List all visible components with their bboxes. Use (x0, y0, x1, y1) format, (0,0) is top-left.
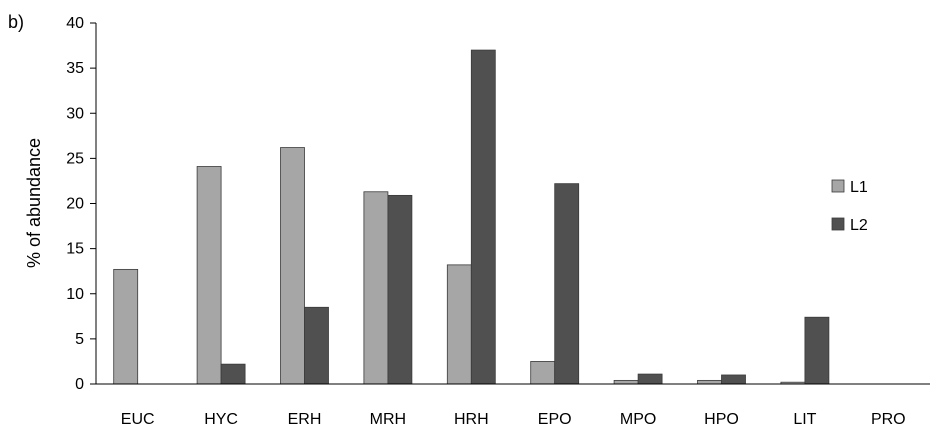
bar-l1-hyc (196, 166, 222, 385)
legend-swatch-l1 (831, 179, 845, 193)
x-tick-label: MRH (370, 411, 406, 428)
x-tick-label: EPO (538, 411, 572, 428)
bar-l2-hyc (220, 363, 246, 385)
y-tick-label: 10 (66, 286, 84, 303)
y-tick-label: 20 (66, 196, 84, 213)
x-tick-label: MPO (620, 411, 656, 428)
bar-l1-euc (113, 268, 139, 385)
legend-swatch-l2 (831, 217, 845, 231)
x-axis-categories: EUC HYC ERH MRH HRH EPO MPO HPO LIT PRO (121, 411, 906, 428)
bar-l2-erh (304, 306, 329, 385)
y-tick-label: 15 (66, 241, 84, 258)
legend: L1 L2 (831, 179, 868, 234)
bar-l1-mpo (613, 379, 639, 385)
panel-label: b) (8, 12, 24, 32)
bar-l1-erh (280, 147, 305, 385)
legend-label-l2: L2 (850, 217, 868, 234)
y-tick-label: 40 (66, 15, 84, 32)
x-tick-label: HPO (704, 411, 739, 428)
x-tick-label: ERH (288, 411, 322, 428)
x-tick-label: HRH (454, 411, 489, 428)
bar-l1-epo (530, 361, 556, 385)
bar-l2-lit (804, 316, 830, 385)
legend-label-l1: L1 (850, 179, 868, 196)
bar-l1-hrh (446, 264, 472, 385)
y-axis-ticks: 0 5 10 15 20 25 30 35 40 (66, 15, 96, 393)
x-tick-label: HYC (204, 411, 238, 428)
bars (113, 49, 830, 385)
bar-l2-epo (554, 183, 580, 385)
bar-l1-hpo (697, 379, 722, 385)
bar-l1-mrh (363, 191, 389, 385)
bar-l2-hrh (470, 49, 496, 385)
y-tick-label: 5 (75, 331, 84, 348)
bar-l2-hpo (721, 374, 746, 385)
y-tick-label: 30 (66, 105, 84, 122)
y-axis-label: % of abundance (24, 138, 44, 268)
x-tick-label: PRO (871, 411, 906, 428)
bar-l2-mrh (387, 194, 413, 385)
x-tick-label: EUC (121, 411, 155, 428)
y-tick-label: 0 (75, 376, 84, 393)
y-tick-label: 35 (66, 60, 84, 77)
x-tick-label: LIT (793, 411, 816, 428)
y-tick-label: 25 (66, 150, 84, 167)
bar-l2-mpo (637, 373, 663, 385)
